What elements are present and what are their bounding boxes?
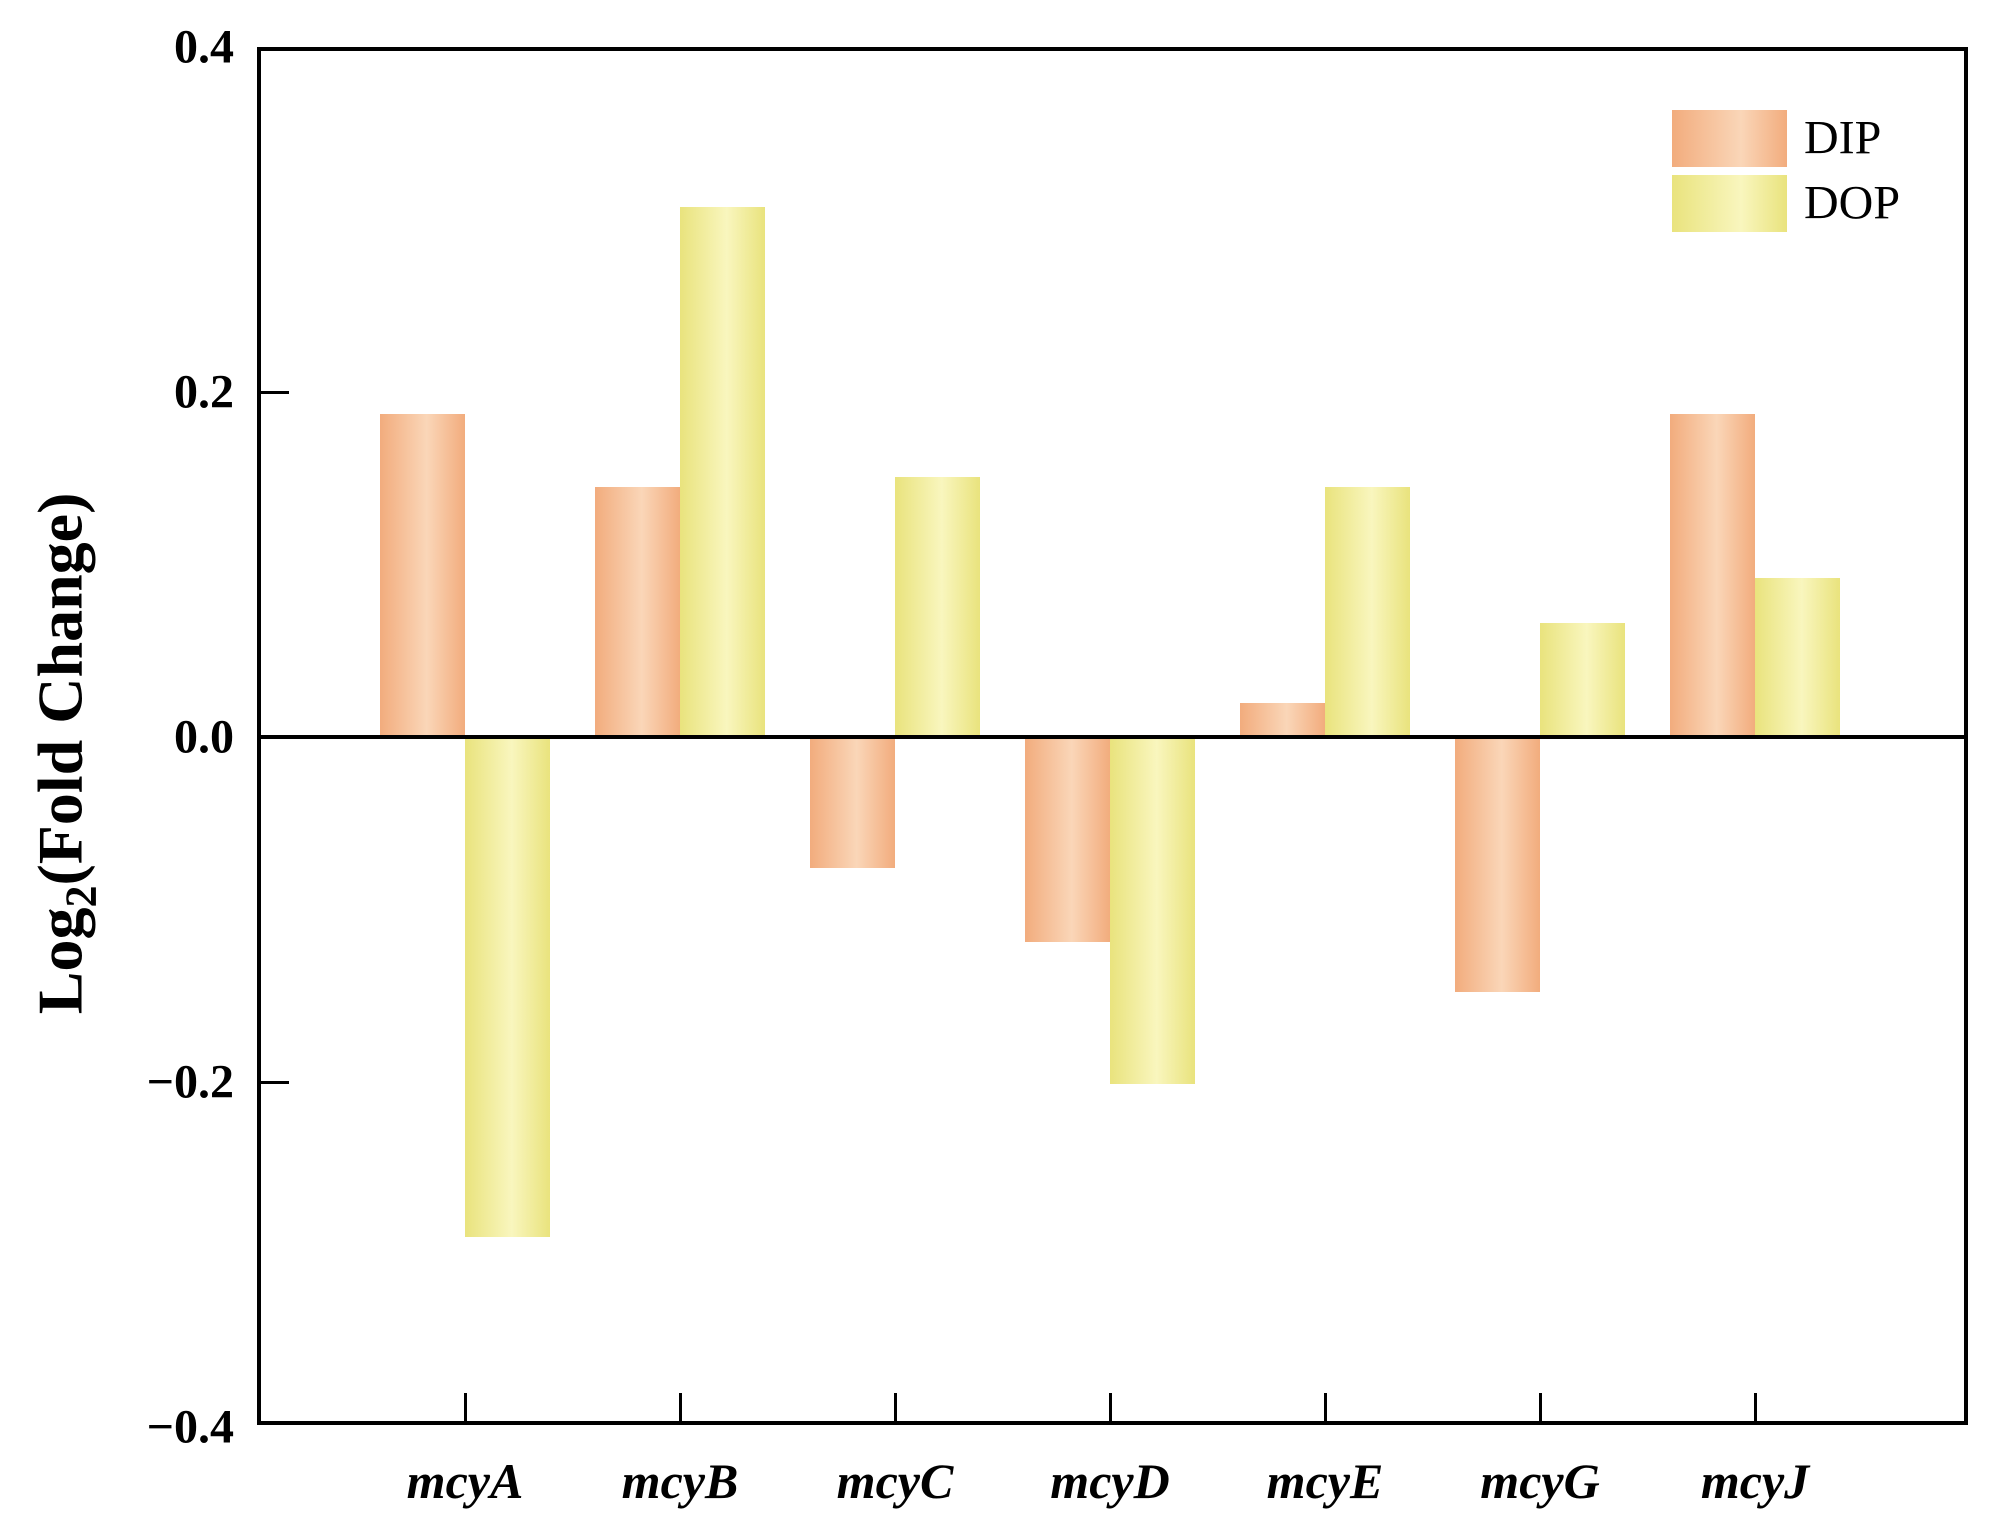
y-tick-label-0.2: 0.2 xyxy=(174,365,234,419)
bar-mcyC-dip xyxy=(810,737,895,869)
x-tick-label-mcyB: mcyB xyxy=(621,1453,739,1509)
y-axis-title-subscript: 2 xyxy=(56,885,106,908)
bar-mcyB-dop xyxy=(680,207,765,737)
legend-label-dop: DOP xyxy=(1804,176,1901,230)
x-tick-mark-mcyJ xyxy=(1754,1393,1757,1421)
x-tick-mark-mcyC xyxy=(894,1393,897,1421)
legend-swatch-dip xyxy=(1672,110,1787,167)
bar-mcyD-dop xyxy=(1110,737,1195,1084)
bar-mcyA-dip xyxy=(380,414,465,737)
y-tick-label-−0.4: −0.4 xyxy=(146,1400,234,1454)
x-tick-mark-mcyD xyxy=(1109,1393,1112,1421)
legend-label-dip: DIP xyxy=(1804,111,1882,165)
bar-mcyA-dop xyxy=(465,737,550,1238)
x-tick-label-mcyE: mcyE xyxy=(1266,1453,1384,1509)
bar-mcyG-dip xyxy=(1455,737,1540,993)
bar-mcyE-dop xyxy=(1325,486,1410,737)
x-tick-mark-mcyG xyxy=(1539,1393,1542,1421)
bar-mcyJ-dop xyxy=(1755,578,1840,737)
y-axis-title-prefix: Log xyxy=(24,907,96,1015)
bar-mcyE-dip xyxy=(1240,702,1325,737)
bar-mcyD-dip xyxy=(1025,737,1110,943)
bar-mcyJ-dip xyxy=(1670,414,1755,737)
x-tick-label-mcyG: mcyG xyxy=(1480,1453,1600,1509)
y-tick-label-−0.2: −0.2 xyxy=(146,1055,234,1109)
legend-swatch-dop xyxy=(1672,175,1787,232)
x-tick-label-mcyC: mcyC xyxy=(836,1453,954,1509)
zero-baseline xyxy=(257,735,1968,739)
y-tick-mark-0.2 xyxy=(261,391,289,394)
bar-mcyB-dip xyxy=(595,486,680,737)
y-axis-title-suffix: (Fold Change) xyxy=(24,492,96,886)
x-tick-mark-mcyA xyxy=(464,1393,467,1421)
x-tick-mark-mcyE xyxy=(1324,1393,1327,1421)
x-tick-mark-mcyB xyxy=(679,1393,682,1421)
y-tick-label-0.0: 0.0 xyxy=(174,710,234,764)
bar-mcyC-dop xyxy=(895,476,980,737)
x-tick-label-mcyA: mcyA xyxy=(406,1453,524,1509)
x-tick-label-mcyJ: mcyJ xyxy=(1700,1453,1810,1509)
bar-mcyG-dop xyxy=(1540,623,1625,737)
y-tick-label-0.4: 0.4 xyxy=(174,20,234,74)
x-tick-label-mcyD: mcyD xyxy=(1050,1453,1170,1509)
y-tick-mark-−0.2 xyxy=(261,1081,289,1084)
